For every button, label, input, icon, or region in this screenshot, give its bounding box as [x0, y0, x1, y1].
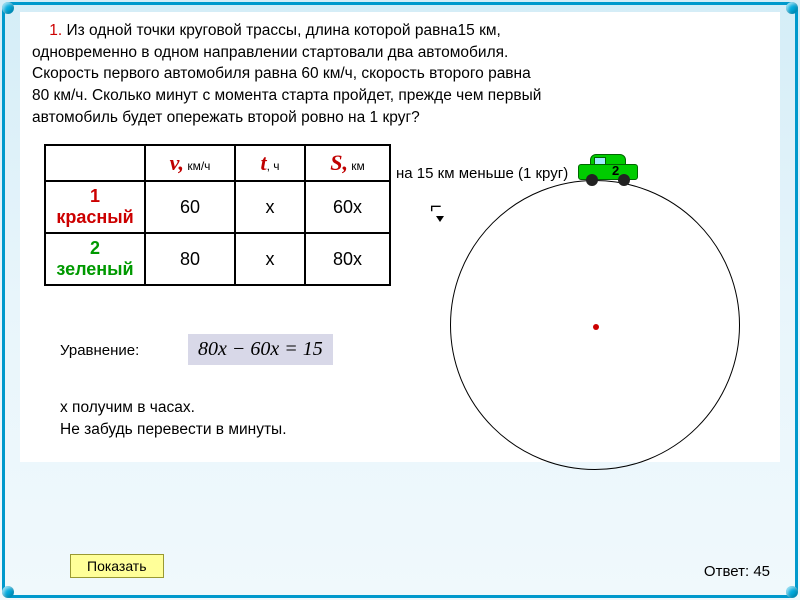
hint-line: Не забудь перевести в минуты.: [60, 421, 287, 438]
arrow-tip-icon: [436, 216, 444, 222]
row-label-2: 2 зеленый: [45, 233, 145, 285]
col-header-s: S, км: [305, 145, 390, 181]
frame-corner: [2, 2, 14, 14]
answer-text: Ответ: 45: [704, 563, 770, 580]
table-corner-cell: [45, 145, 145, 181]
center-point: [593, 324, 599, 330]
problem-number: 1.: [49, 22, 62, 39]
track-diagram: на 15 км меньше (1 круг) ⌐ 2: [400, 160, 770, 480]
row-label-1: 1 красный: [45, 181, 145, 233]
cell-v2: 80: [145, 233, 235, 285]
table-row: 2 зеленый 80 x 80x: [45, 233, 390, 285]
cell-v1: 60: [145, 181, 235, 233]
problem-line: 80 км/ч. Сколько минут с момента старта …: [32, 87, 541, 104]
hint-text: x получим в часах. Не забудь перевести в…: [60, 397, 287, 440]
table-row: 1 красный 60 x 60x: [45, 181, 390, 233]
cell-t2: x: [235, 233, 305, 285]
problem-line: одновременно в одном направлении стартов…: [32, 44, 508, 61]
cell-s2: 80x: [305, 233, 390, 285]
col-header-t: t, ч: [235, 145, 305, 181]
problem-line: Скорость первого автомобиля равна 60 км/…: [32, 65, 531, 82]
frame-corner: [2, 586, 14, 598]
car-icon: 2: [578, 154, 638, 186]
problem-line: автомобиль будет опережать второй ровно …: [32, 109, 420, 126]
cell-t1: x: [235, 181, 305, 233]
diagram-note: на 15 км меньше (1 круг): [396, 165, 568, 182]
equation-formula: 80x − 60x = 15: [188, 334, 333, 365]
hint-line: x получим в часах.: [60, 399, 195, 416]
frame-corner: [786, 2, 798, 14]
table-header-row: v, км/ч t, ч S, км: [45, 145, 390, 181]
show-button[interactable]: Показать: [70, 554, 164, 578]
speed-table: v, км/ч t, ч S, км 1 красный 60 x 60x 2 …: [44, 144, 391, 286]
equation-label: Уравнение:: [60, 342, 139, 359]
problem-line: Из одной точки круговой трассы, длина ко…: [62, 22, 501, 39]
answer-value: 45: [753, 563, 770, 580]
problem-statement: 1. Из одной точки круговой трассы, длина…: [32, 20, 768, 128]
col-header-v: v, км/ч: [145, 145, 235, 181]
car-number: 2: [612, 163, 619, 178]
frame-corner: [786, 586, 798, 598]
cell-s1: 60x: [305, 181, 390, 233]
